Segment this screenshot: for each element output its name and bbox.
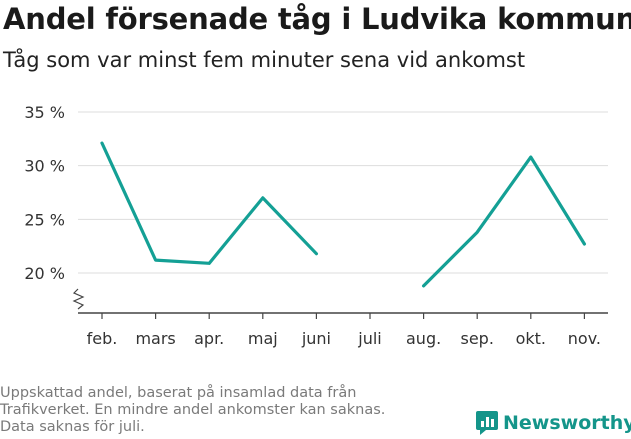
footnote-line-2: Trafikverket. En mindre andel ankomster … [0, 402, 386, 418]
x-tick-label: sep. [460, 329, 493, 348]
x-tick-label: maj [248, 329, 278, 348]
brand-name: Newsworthy [503, 412, 631, 434]
y-tick-label: 35 % [24, 103, 65, 122]
footnote-line-3: Data saknas för juli. [0, 419, 145, 435]
line-chart: 20 % 25 % 30 % 35 % feb. mars apr. maj juni juli… [24, 103, 608, 348]
x-tick-label: juni [301, 329, 331, 348]
y-tick-label: 25 % [24, 210, 65, 229]
x-tick-label: okt. [516, 329, 546, 348]
x-tick-label: juli [357, 329, 381, 348]
chart-footnote: Uppskattad andel, baserat på insamlad da… [0, 385, 460, 436]
series-line-segment [422, 155, 587, 288]
series-line-segment [100, 141, 318, 265]
x-tick-label: apr. [194, 329, 224, 348]
chart-subtitle: Tåg som var minst fem minuter sena vid a… [3, 48, 526, 72]
y-axis-break-icon [72, 288, 85, 310]
newsworthy-logo-icon [476, 411, 498, 435]
y-tick-label: 20 % [24, 264, 65, 283]
footnote-line-1: Uppskattad andel, baserat på insamlad da… [0, 385, 357, 401]
x-tick-label: nov. [568, 329, 601, 348]
x-tick-label: aug. [406, 329, 441, 348]
newsworthy-brand: Newsworthy [476, 410, 631, 436]
x-tick-label: mars [135, 329, 175, 348]
chart-title: Andel försenade tåg i Ludvika kommun [3, 2, 631, 36]
x-tick-label: feb. [87, 329, 118, 348]
y-tick-label: 30 % [24, 157, 65, 176]
